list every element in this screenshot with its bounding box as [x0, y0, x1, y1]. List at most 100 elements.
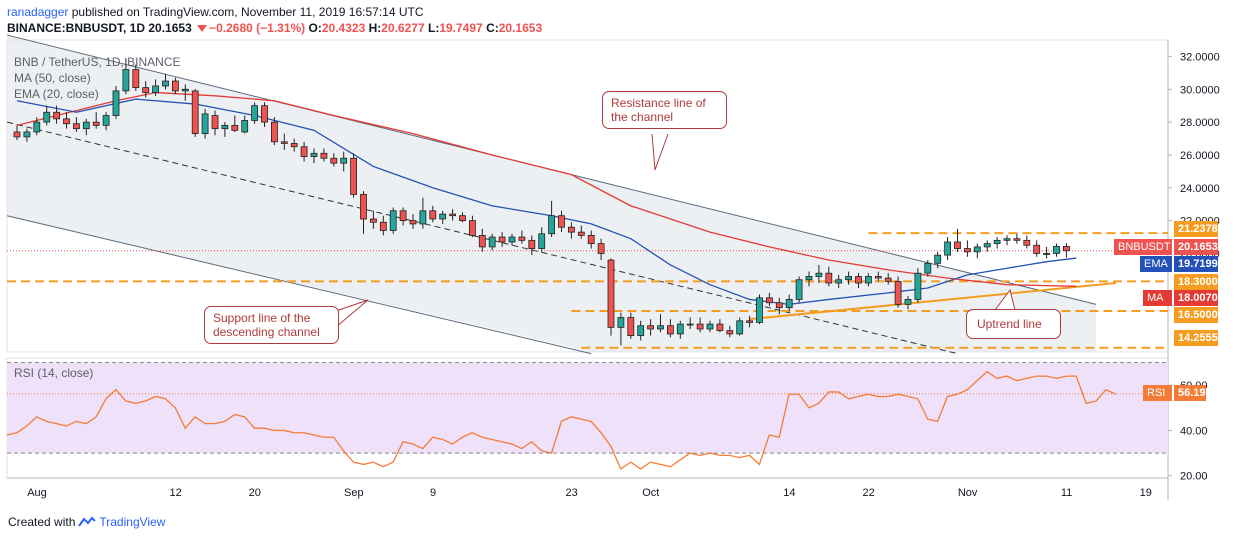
resistance-pointer: [651, 133, 669, 171]
candle-body: [191, 90, 199, 135]
ema-tag-label: EMA: [1140, 256, 1172, 272]
author-link[interactable]: ranadagger: [7, 5, 69, 19]
symbol-label: BINANCE:BNBUSDT, 1D: [7, 21, 146, 35]
candle-body: [845, 276, 852, 281]
candle-body: [320, 152, 328, 159]
candle-body: [835, 279, 843, 284]
time-tick-label: 20: [249, 487, 261, 499]
candle-body: [924, 262, 932, 274]
candle-body: [330, 157, 338, 164]
candle-body: [1023, 239, 1031, 246]
tradingview-icon: [78, 516, 97, 527]
candle-body: [369, 218, 377, 223]
candle-body: [261, 105, 268, 123]
candle-body: [726, 330, 734, 335]
candle-body: [676, 323, 684, 335]
close-value: 20.1653: [498, 21, 543, 35]
time-tick-label: 23: [565, 487, 577, 499]
candle-body: [211, 115, 219, 130]
resistance-annotation[interactable]: Resistance line of the channel: [602, 91, 727, 129]
price-tick-label: 24.0000: [1180, 183, 1220, 195]
candle-body: [587, 235, 595, 245]
candle-body: [815, 272, 823, 277]
candle-body: [350, 157, 358, 195]
candle-body: [201, 113, 209, 135]
candle-body: [548, 215, 555, 235]
candle-body: [964, 248, 971, 253]
candle-body: [459, 215, 466, 222]
candle-body: [360, 193, 367, 220]
price-tick-label: 32.0000: [1180, 51, 1220, 63]
legend-ma: MA (50, close): [14, 71, 91, 85]
candle-body: [993, 239, 1001, 245]
candle-body: [132, 69, 140, 89]
candle-body: [379, 221, 387, 231]
support-line: [6, 215, 592, 355]
support-pointer: [335, 299, 369, 328]
candle-body: [508, 236, 516, 243]
low-label: L:: [428, 21, 440, 35]
rsi-tick-label: 40.00: [1180, 425, 1208, 437]
candle-body: [389, 210, 397, 231]
candle-body: [736, 320, 744, 335]
candle-body: [756, 297, 763, 323]
candle-body: [607, 259, 615, 328]
channel-fill: [7, 35, 1097, 353]
uptrend-annotation[interactable]: Uptrend line: [966, 309, 1061, 339]
candle-body: [162, 80, 169, 87]
candle-body: [23, 131, 31, 138]
candle-body: [766, 297, 773, 304]
candle-body: [657, 325, 664, 330]
candle-body: [944, 241, 951, 256]
price-change: −0.2680 (−1.31%): [209, 21, 306, 35]
time-tick-label: Sep: [344, 487, 364, 499]
uptrend-line: [749, 282, 1116, 321]
candle-body: [82, 121, 90, 130]
support-annotation[interactable]: Support line of the descending channel: [204, 306, 339, 344]
candle-body: [914, 272, 922, 300]
candle-body: [983, 243, 991, 248]
legend-ema: EMA (20, close): [14, 87, 99, 101]
candle-body: [43, 111, 51, 123]
quote-header: BINANCE:BNBUSDT, 1D 20.1653 −0.2680 (−1.…: [7, 21, 542, 35]
candle-body: [300, 146, 308, 157]
rsi-line: [6, 370, 1117, 470]
candle-body: [280, 141, 288, 144]
candle-body: [439, 213, 447, 220]
candle-body: [647, 325, 654, 330]
open-value: 20.4323: [321, 21, 366, 35]
symbol-tag-label: BNBUSDT: [1114, 239, 1172, 255]
candle-body: [805, 276, 813, 281]
time-tick-label: 14: [783, 487, 795, 499]
footer: Created with TradingView: [8, 515, 165, 529]
candle-body: [577, 231, 585, 236]
candle-body: [558, 215, 565, 228]
candle-body: [33, 121, 41, 133]
candle-body: [1003, 238, 1011, 241]
open-label: O:: [308, 21, 322, 35]
candle-body: [667, 325, 674, 335]
legend-rsi: RSI (14, close): [14, 366, 94, 380]
price-tick-label: 30.0000: [1180, 84, 1220, 96]
price-tick-label: 28.0000: [1180, 117, 1220, 129]
time-tick-label: 9: [430, 487, 436, 499]
tradingview-logo[interactable]: TradingView: [78, 515, 165, 529]
level-tag-4: 14.2555: [1174, 330, 1218, 346]
candle-body: [1013, 238, 1021, 241]
ema-tag-value: 19.7199: [1174, 256, 1218, 272]
time-tick-label: 12: [169, 487, 181, 499]
legend-title: BNB / TetherUS, 1D, BINANCE: [14, 55, 181, 69]
last-price: 20.1653: [148, 21, 192, 35]
candle-body: [449, 213, 457, 217]
candle-body: [181, 88, 189, 92]
candle-body: [340, 157, 348, 164]
low-value: 19.7497: [439, 21, 483, 35]
candle-body: [884, 277, 892, 282]
candle-body: [241, 120, 249, 133]
rsi-band: [7, 362, 1168, 454]
candle-body: [429, 210, 437, 220]
candle-body: [568, 226, 575, 233]
candle-body: [419, 210, 427, 225]
time-tick-label: 19: [1140, 487, 1152, 499]
